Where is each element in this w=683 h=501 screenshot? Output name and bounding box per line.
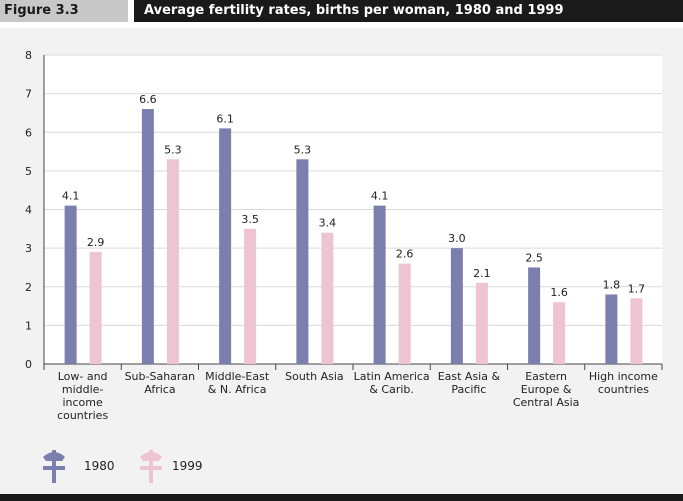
category-label: East Asia & [438,370,501,383]
bar-1999 [244,228,257,364]
category-label: & N. Africa [208,383,267,396]
data-label-1999: 1.6 [550,286,568,299]
bar-1980 [528,267,541,364]
legend-icon-1999-arms [140,466,162,470]
category-label: & Carib. [369,383,414,396]
category-label: High income [589,370,658,383]
y-tick-label: 7 [25,88,32,101]
data-label-1980: 4.1 [62,190,80,203]
bar-1980 [296,159,309,364]
legend-icon-1999-head [140,452,162,461]
category-label: Africa [144,383,175,396]
category-label: Central Asia [513,396,580,409]
bar-1980 [450,248,463,364]
bar-1980 [219,128,232,364]
data-label-1980: 5.3 [294,143,312,156]
category-label: South Asia [285,370,344,383]
figure-label: Figure 3.3 [4,3,79,18]
bar-1999 [475,282,488,364]
data-label-1999: 3.4 [319,217,337,230]
category-label: income [62,396,103,409]
title-bar: Average fertility rates, births per woma… [134,0,683,22]
bar-1980 [373,205,386,364]
category-label: Eastern [525,370,567,383]
category-label: Sub-Saharan [125,370,196,383]
data-label-1980: 1.8 [603,278,621,291]
category-label: middle- [62,383,104,396]
category-label: countries [598,383,649,396]
category-label: countries [57,409,108,422]
bar-1980 [64,205,77,364]
data-label-1980: 3.0 [448,232,466,245]
y-tick-label: 6 [25,126,32,139]
category-label: Pacific [451,383,486,396]
y-tick-label: 2 [25,281,32,294]
data-label-1980: 4.1 [371,190,389,203]
data-label-1999: 2.6 [396,248,414,261]
category-label: Middle-East [205,370,270,383]
y-tick-label: 8 [25,49,32,62]
legend-icon-1980-arms [43,466,65,470]
bottom-rule [0,494,683,501]
bar-1999 [89,251,102,364]
data-label-1980: 6.1 [216,112,234,125]
data-label-1999: 3.5 [241,213,259,226]
bar-1999 [630,298,643,364]
legend-label-1999: 1999 [172,459,203,473]
y-tick-label: 1 [25,319,32,332]
y-tick-label: 0 [25,358,32,371]
bar-1980 [141,109,154,364]
data-label-1999: 1.7 [628,282,646,295]
bar-1999 [398,263,411,364]
category-label: Europe & [521,383,572,396]
bar-1999 [321,232,334,364]
category-label: Low- and [58,370,108,383]
data-label-1999: 2.9 [87,236,105,249]
legend-icon-1980-head [43,452,65,461]
chart-title: Average fertility rates, births per woma… [144,3,564,18]
y-tick-label: 4 [25,204,32,217]
data-label-1980: 2.5 [525,251,543,264]
y-tick-label: 5 [25,165,32,178]
figure-label-box: Figure 3.3 [0,0,128,22]
bar-1980 [605,294,618,364]
data-label-1999: 2.1 [473,267,491,280]
bar-1999 [553,302,566,364]
y-tick-label: 3 [25,242,32,255]
data-label-1980: 6.6 [139,93,157,106]
category-label: Latin America [354,370,430,383]
bar-1999 [166,159,179,364]
data-label-1999: 5.3 [164,143,182,156]
legend-label-1980: 1980 [84,459,115,473]
